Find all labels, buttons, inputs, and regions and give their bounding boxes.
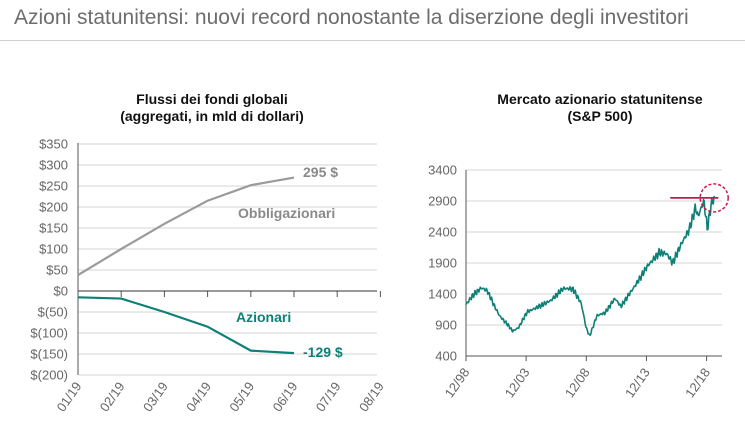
fund-flows-x-tick-label: 02/19 bbox=[97, 379, 128, 414]
fund-flows-x-tick-label: 07/19 bbox=[313, 379, 344, 414]
sp500-y-tick-label: 1400 bbox=[428, 287, 457, 302]
fund-flows-x-tick-label: 06/19 bbox=[270, 379, 301, 414]
fund-flows-title: Flussi dei fondi globali bbox=[136, 91, 288, 107]
fund-flows-y-tick-label: $100 bbox=[39, 242, 68, 257]
sp500-y-tick-label: 2900 bbox=[428, 194, 457, 209]
sp500-chart: Mercato azionario statunitense (S&P 500)… bbox=[428, 91, 729, 400]
equities-end-label: -129 $ bbox=[303, 344, 343, 360]
equities-flow-line bbox=[77, 296, 295, 355]
bonds-flow-line bbox=[77, 176, 295, 276]
bonds-series-label: Obbligazionari bbox=[238, 205, 335, 221]
fund-flows-x-tick-label: 04/19 bbox=[183, 379, 214, 414]
sp500-y-tick-label: 400 bbox=[435, 349, 457, 364]
fund-flows-y-tick-label: $350 bbox=[39, 137, 68, 152]
fund-flows-subtitle: (aggregati, in mld di dollari) bbox=[120, 108, 304, 124]
bonds-end-label: 295 $ bbox=[303, 164, 338, 180]
sp500-y-ticks: 3400 2900 2400 1900 1400 900 400 bbox=[428, 163, 457, 364]
sp500-title: Mercato azionario statunitense bbox=[497, 91, 703, 107]
fund-flows-y-tick-label: $200 bbox=[39, 200, 68, 215]
sp500-subtitle: (S&P 500) bbox=[567, 108, 632, 124]
headline-divider bbox=[0, 40, 745, 41]
sp500-x-tick-label: 12/13 bbox=[622, 365, 653, 400]
record-highlight-circle bbox=[699, 183, 729, 213]
sp500-x-tick-label: 12/98 bbox=[442, 365, 473, 400]
fund-flows-y-tick-label: $300 bbox=[39, 158, 68, 173]
sp500-x-tick-label: 12/08 bbox=[562, 365, 593, 400]
fund-flows-x-tick-label: 05/19 bbox=[226, 379, 257, 414]
fund-flows-y-tick-label: $(200) bbox=[30, 368, 68, 383]
fund-flows-y-tick-label: $150 bbox=[39, 221, 68, 236]
fund-flows-x-tick-label: 01/19 bbox=[54, 379, 85, 414]
fund-flows-y-tick-label: $(100) bbox=[30, 326, 68, 341]
fund-flows-y-ticks: $350 $300 $250 $200 $150 $100 $50 $0 $(50) $(100)… bbox=[30, 137, 68, 383]
sp500-y-tick-label: 3400 bbox=[428, 163, 457, 178]
equities-series-label: Azionari bbox=[236, 309, 291, 325]
fund-flows-y-tick-label: $(150) bbox=[30, 347, 68, 362]
fund-flows-chart: Flussi dei fondi globali (aggregati, in … bbox=[30, 91, 386, 414]
sp500-y-tick-label: 1900 bbox=[428, 256, 457, 271]
fund-flows-x-tick-label: 03/19 bbox=[140, 379, 171, 414]
sp500-y-tick-label: 900 bbox=[435, 318, 457, 333]
fund-flows-x-tick-label: 08/19 bbox=[356, 379, 387, 414]
fund-flows-y-tick-label: $250 bbox=[39, 179, 68, 194]
fund-flows-y-tick-label: $(50) bbox=[38, 305, 68, 320]
page-headline: Azioni statunitensi: nuovi record nonost… bbox=[14, 6, 689, 29]
sp500-x-tick-label: 12/18 bbox=[682, 365, 713, 400]
fund-flows-y-tick-label: $50 bbox=[46, 263, 68, 278]
sp500-price-line bbox=[465, 195, 716, 337]
sp500-y-tick-label: 2400 bbox=[428, 225, 457, 240]
fund-flows-gridlines bbox=[78, 143, 377, 376]
sp500-x-ticks: 12/98 12/03 12/08 12/13 12/18 bbox=[442, 356, 713, 400]
fund-flows-y-tick-label: $0 bbox=[54, 284, 68, 299]
sp500-x-tick-label: 12/03 bbox=[502, 365, 533, 400]
sp500-gridlines bbox=[466, 169, 722, 326]
